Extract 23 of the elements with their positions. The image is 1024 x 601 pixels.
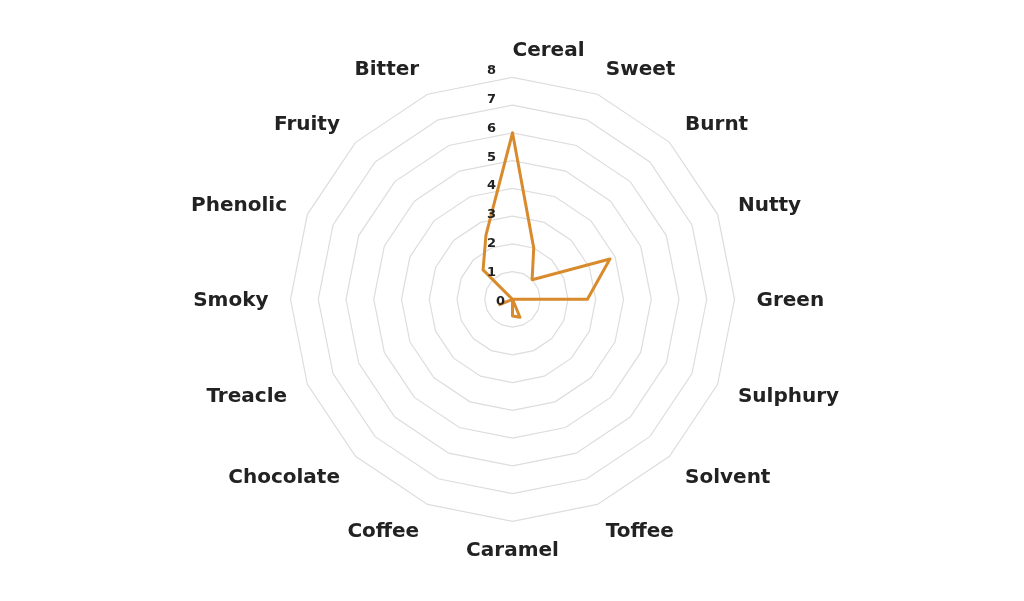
spoke-label: Treacle [206, 382, 288, 407]
y-tick-label: 1 [486, 263, 497, 279]
spoke-label: Caramel [466, 537, 559, 562]
y-tick-label: 5 [486, 148, 497, 164]
spoke-label: Bitter [354, 56, 420, 81]
spoke-label: Sweet [605, 56, 676, 81]
y-tick-label: 7 [486, 90, 497, 106]
spoke-label: Chocolate [228, 464, 340, 489]
spoke-label: Smoky [193, 287, 269, 312]
y-tick-label: 4 [486, 177, 497, 193]
spoke-label: Cereal [512, 37, 585, 62]
spoke-label: Solvent [685, 464, 771, 489]
spoke-label: Sulphury [737, 382, 840, 407]
y-tick-label: 2 [486, 235, 497, 251]
spoke-label: Burnt [685, 110, 749, 135]
spoke-label: Fruity [274, 110, 340, 135]
spoke-label: Coffee [347, 518, 420, 543]
spoke-label: Phenolic [191, 191, 288, 216]
spoke-label: Green [756, 287, 825, 312]
y-tick-label: 6 [486, 119, 497, 135]
y-tick-label: 8 [486, 61, 497, 77]
spoke-label: Nutty [737, 191, 802, 216]
spoke-label: Toffee [605, 518, 674, 543]
